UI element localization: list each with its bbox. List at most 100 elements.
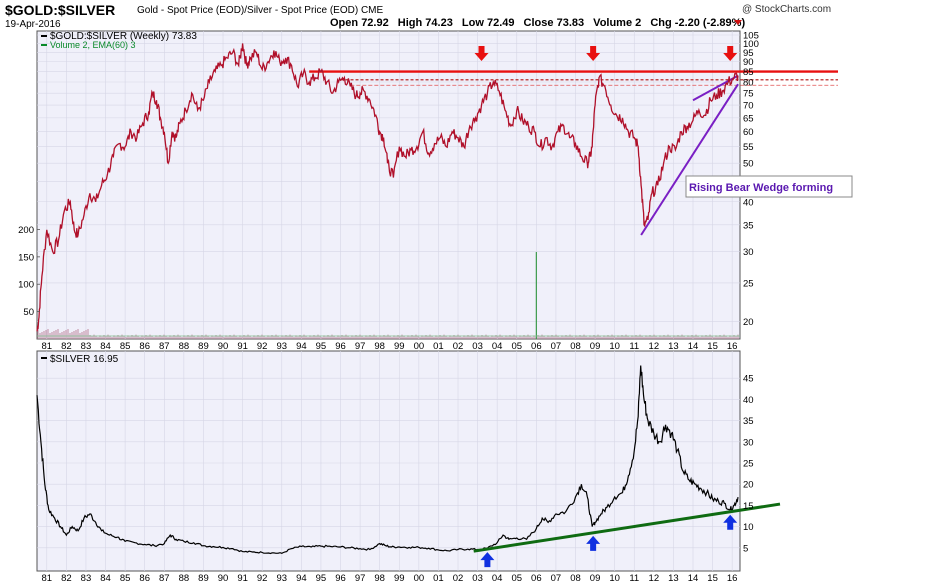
- silver-series: [36, 365, 739, 555]
- silver-xtick-12: 93: [276, 573, 287, 584]
- silver-ytick-0: 45: [743, 374, 754, 385]
- chart-description: Gold - Spot Price (EOD)/Silver - Spot Pr…: [137, 5, 384, 16]
- silver-ytick-3: 30: [743, 437, 754, 448]
- silver-xtick-6: 87: [159, 573, 170, 584]
- chart-symbol: $GOLD:$SILVER: [5, 2, 115, 18]
- silver-xtick-8: 89: [198, 573, 209, 584]
- ratio-ytick-3: 90: [743, 57, 754, 68]
- silver-ytick-6: 15: [743, 501, 754, 512]
- silver-xtick-27: 08: [570, 573, 581, 584]
- ratio-xtick-8: 89: [198, 341, 209, 352]
- ratio-series: [36, 43, 739, 332]
- ratio-ytick-11: 50: [743, 159, 754, 170]
- ratio-ytick-1: 100: [743, 39, 759, 50]
- ratio-ytick-16: 25: [743, 278, 754, 289]
- silver-xtick-17: 98: [374, 573, 385, 584]
- ratio-line: [36, 43, 739, 332]
- ratio-ytick-15: 30: [743, 247, 754, 258]
- ratio-xtick-25: 06: [531, 341, 542, 352]
- silver-xtick-33: 14: [688, 573, 699, 584]
- down-arrow-icon: [474, 46, 489, 61]
- ratio-ytick-13: 40: [743, 197, 754, 208]
- ratio-ytick-14: 35: [743, 220, 754, 231]
- ratio-ytick-7: 70: [743, 101, 754, 112]
- silver-xtick-2: 83: [81, 573, 92, 584]
- silver-legend-label: $SILVER 16.95: [50, 354, 119, 365]
- ratio-xtick-13: 94: [296, 341, 307, 352]
- ratio-xtick-33: 14: [688, 341, 699, 352]
- silver-xtick-31: 12: [649, 573, 660, 584]
- silver-xtick-30: 11: [629, 573, 639, 584]
- ratio-xtick-24: 05: [511, 341, 522, 352]
- silver-ytick-2: 35: [743, 416, 754, 427]
- ratio-xtick-0: 81: [42, 341, 53, 352]
- silver-legend: $SILVER 16.95: [41, 354, 119, 365]
- ohlc-readout: Open 72.92 High 74.23 Low 72.49 Close 73…: [330, 17, 745, 29]
- silver-xtick-35: 16: [727, 573, 738, 584]
- ratio-xtick-15: 96: [335, 341, 346, 352]
- down-arrow-icon: [586, 46, 601, 61]
- ratio-xtick-4: 85: [120, 341, 131, 352]
- silver-xtick-4: 85: [120, 573, 131, 584]
- ratio-xtick-21: 02: [453, 341, 464, 352]
- wedge-label-text: Rising Bear Wedge forming: [689, 182, 833, 194]
- silver-xtick-29: 10: [609, 573, 620, 584]
- ratio-xtick-19: 00: [414, 341, 425, 352]
- silver-xtick-22: 03: [472, 573, 483, 584]
- ratio-xtick-7: 88: [179, 341, 190, 352]
- ratio-xtick-3: 84: [100, 341, 111, 352]
- ratio-ytick-4: 85: [743, 67, 754, 78]
- silver-xtick-3: 84: [100, 573, 111, 584]
- volume-bars: [37, 252, 740, 339]
- ratio-xtick-32: 13: [668, 341, 679, 352]
- silver-ytick-4: 25: [743, 459, 754, 470]
- silver-xtick-14: 95: [316, 573, 327, 584]
- up-arrow-icon: [723, 514, 738, 530]
- ratio-xtick-5: 86: [139, 341, 150, 352]
- silver-xtick-10: 91: [237, 573, 248, 584]
- ratio-xtick-9: 90: [218, 341, 229, 352]
- ratio-xtick-31: 12: [649, 341, 660, 352]
- ratio-xtick-27: 08: [570, 341, 581, 352]
- chart-date: 19-Apr-2016: [5, 19, 61, 30]
- ratio-xtick-14: 95: [316, 341, 327, 352]
- wedge-label: Rising Bear Wedge forming: [685, 175, 853, 198]
- ratio-xtick-2: 83: [81, 341, 92, 352]
- ratio-legend-label: $GOLD:$SILVER (Weekly) 73.83: [50, 31, 197, 42]
- ratio-xtick-34: 15: [707, 341, 718, 352]
- silver-xtick-16: 97: [355, 573, 366, 584]
- silver-xtick-19: 00: [414, 573, 425, 584]
- ratio-ytick-2: 95: [743, 48, 754, 59]
- ratio-xtick-18: 99: [394, 341, 405, 352]
- ratio-annotations: [309, 46, 838, 236]
- ratio-ytick-6: 75: [743, 89, 754, 100]
- silver-xtick-34: 15: [707, 573, 718, 584]
- ratio-ytick-0: 105: [743, 31, 759, 42]
- silver-ytick-1: 40: [743, 395, 754, 406]
- silver-xtick-25: 06: [531, 573, 542, 584]
- silver-panel: [36, 350, 741, 572]
- ratio-xtick-29: 10: [609, 341, 620, 352]
- silver-xtick-20: 01: [433, 573, 444, 584]
- ratio-legend: $GOLD:$SILVER (Weekly) 73.83 Volume 2, E…: [41, 31, 197, 50]
- change-down-icon: [734, 20, 742, 25]
- ratio-xtick-10: 91: [237, 341, 248, 352]
- silver-xtick-32: 13: [668, 573, 679, 584]
- silver-xtick-23: 04: [492, 573, 503, 584]
- silver-xtick-1: 82: [61, 573, 72, 584]
- ratio-xtick-1: 82: [61, 341, 72, 352]
- watermark: @ StockCharts.com: [742, 4, 831, 15]
- volume-tick-1: 150: [18, 252, 34, 263]
- wedge-upper-line: [692, 74, 739, 102]
- silver-xtick-9: 90: [218, 573, 229, 584]
- silver-xtick-24: 05: [511, 573, 522, 584]
- ratio-xtick-16: 97: [355, 341, 366, 352]
- silver-xtick-15: 96: [335, 573, 346, 584]
- up-arrow-icon: [586, 535, 601, 551]
- volume-tick-2: 100: [18, 280, 34, 291]
- ratio-ytick-9: 60: [743, 127, 754, 138]
- ratio-ytick-8: 65: [743, 113, 754, 124]
- volume-legend-label: Volume 2, EMA(60) 3: [50, 40, 136, 50]
